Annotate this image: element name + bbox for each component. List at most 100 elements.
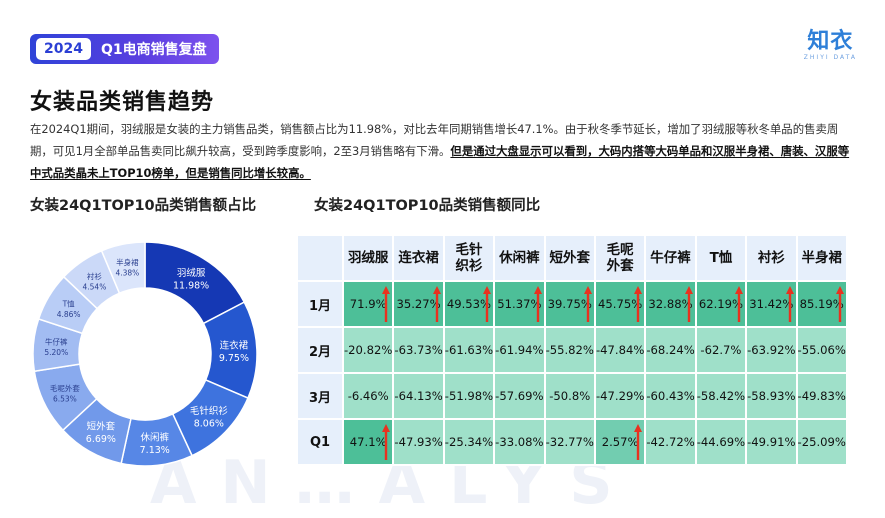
yoy-table: 羽绒服 连衣裙 毛针 织衫 休闲裤 短外套 毛呢 外套 牛仔裤 T恤 衬衫 半身裙 1月 71.9% 35… [296, 234, 848, 466]
table-cell: -6.46% [341, 372, 395, 420]
column-header-7: T恤 [694, 234, 748, 282]
up-arrow-icon [835, 286, 844, 322]
row-label-1: 2月 [296, 326, 344, 374]
header-badge: 2024 Q1电商销售复盘 [30, 34, 219, 64]
table-cell: 71.9% [341, 280, 395, 328]
table-cell: -32.77% [543, 418, 596, 466]
logo-subtext: ZHIYI DATA [803, 54, 857, 61]
up-arrow-icon [735, 286, 744, 322]
table-cell: -25.09% [795, 418, 848, 466]
donut-value-0: 11.98% [173, 280, 209, 291]
up-arrow-icon [684, 286, 693, 322]
table-cell: 62.19% [694, 280, 748, 328]
page-heading: 女装品类销售趋势 [30, 90, 215, 115]
logo-text: 知衣 [807, 29, 854, 54]
table-row: 2月 -20.82% -63.73% -61.63% -61.94% -55.82% -47… [296, 326, 848, 374]
row-label-0: 1月 [296, 280, 344, 328]
donut-label-9: 半身裙 [116, 257, 139, 267]
table-cell: -62.7% [694, 326, 748, 374]
donut-value-1: 9.75% [219, 353, 249, 364]
donut-value-8: 4.54% [83, 282, 107, 291]
pie-chart-title: 女装24Q1TOP10品类销售额占比 [30, 198, 257, 214]
donut-value-3: 7.13% [140, 445, 170, 456]
donut-label-8: 衬衫 [87, 271, 102, 281]
donut-value-6: 5.20% [44, 348, 68, 357]
table-cell: 51.37% [493, 280, 546, 328]
summary-highlight: 但是通过大盘显示可以看到，大码内搭等大码单品和汉服半身裙、唐装、汉服等中式品类晶… [30, 144, 850, 180]
table-cell: -68.24% [644, 326, 697, 374]
table-cell: -25.34% [442, 418, 496, 466]
column-header-8: 衬衫 [745, 234, 798, 282]
table-cell: -55.82% [543, 326, 596, 374]
summary-text: 在2024Q1期间，羽绒服是女装的主力销售品类，销售额占比为11.98%，对比去… [30, 122, 839, 158]
table-row: 3月 -6.46% -64.13% -51.98% -57.69% -50.8% -47.2… [296, 372, 848, 420]
donut-slice-9 [100, 241, 146, 295]
donut-label-6: 牛仔裤 [45, 337, 68, 347]
up-arrow-icon [634, 286, 643, 322]
donut-label-5: 毛呢外套 [50, 383, 80, 393]
table-cell: -20.82% [341, 326, 395, 374]
table-corner [296, 234, 344, 282]
table-cell: -63.73% [392, 326, 445, 374]
table-body: 1月 71.9% 35.27% 49.53% 51.37% 39.75% 45.75% 32.… [296, 280, 848, 466]
donut-label-1: 连衣裙 [220, 340, 249, 352]
donut-label-0: 羽绒服 [177, 267, 206, 279]
table-cell: -55.06% [795, 326, 848, 374]
up-arrow-icon [634, 424, 643, 460]
table-cell: -50.8% [543, 372, 596, 420]
table-cell: -57.69% [493, 372, 546, 420]
column-header-2: 毛针 织衫 [442, 234, 496, 282]
table-cell: -47.93% [392, 418, 445, 466]
table-cell: -47.84% [593, 326, 647, 374]
donut-label-2: 毛针织衫 [190, 405, 229, 417]
column-header-6: 牛仔裤 [644, 234, 697, 282]
table-cell: 2.57% [593, 418, 647, 466]
up-arrow-icon [483, 286, 492, 322]
table-cell: 31.42% [745, 280, 798, 328]
report-title: Q1电商销售复盘 [100, 42, 207, 58]
donut-value-2: 8.06% [194, 419, 224, 430]
up-arrow-icon [432, 286, 441, 322]
column-header-3: 休闲裤 [493, 234, 546, 282]
summary-paragraph: 在2024Q1期间，羽绒服是女装的主力销售品类，销售额占比为11.98%，对比去… [30, 118, 858, 184]
row-label-2: 3月 [296, 372, 344, 420]
table-cell: -60.43% [644, 372, 697, 420]
table-cell: -61.94% [493, 326, 546, 374]
table-cell: -58.93% [745, 372, 798, 420]
up-arrow-icon [533, 286, 542, 322]
column-header-0: 羽绒服 [341, 234, 395, 282]
table-cell: -61.63% [442, 326, 496, 374]
table-cell: -49.91% [745, 418, 798, 466]
table-cell: 47.1% [341, 418, 395, 466]
table-cell: -51.98% [442, 372, 496, 420]
donut-value-5: 6.53% [53, 394, 77, 403]
table-cell: 49.53% [442, 280, 496, 328]
up-arrow-icon [785, 286, 794, 322]
table-cell: -44.69% [694, 418, 748, 466]
table-cell: 85.19% [795, 280, 848, 328]
table-cell: 32.88% [644, 280, 697, 328]
table-cell: -49.83% [795, 372, 848, 420]
brand-logo: 知衣 ZHIYI DATA [803, 29, 857, 62]
table-cell: 45.75% [593, 280, 647, 328]
column-header-4: 短外套 [543, 234, 596, 282]
column-header-9: 半身裙 [795, 234, 848, 282]
up-arrow-icon [583, 286, 592, 322]
donut-value-9: 4.38% [115, 268, 139, 277]
table-cell: -47.29% [593, 372, 647, 420]
up-arrow-icon [382, 286, 391, 322]
donut-label-3: 休闲裤 [140, 431, 169, 443]
table-cell: 39.75% [543, 280, 596, 328]
column-header-5: 毛呢 外套 [593, 234, 647, 282]
table-chart-title: 女装24Q1TOP10品类销售额同比 [314, 198, 541, 214]
donut-value-4: 6.69% [86, 434, 116, 445]
table-cell: -63.92% [745, 326, 798, 374]
column-header-1: 连衣裙 [392, 234, 445, 282]
donut-label-4: 短外套 [87, 420, 116, 432]
table-cell: 35.27% [392, 280, 445, 328]
row-label-3: Q1 [296, 418, 344, 466]
table-cell: -64.13% [392, 372, 445, 420]
up-arrow-icon [382, 424, 391, 460]
table-cell: -33.08% [493, 418, 546, 466]
year-label: 2024 [36, 38, 91, 60]
